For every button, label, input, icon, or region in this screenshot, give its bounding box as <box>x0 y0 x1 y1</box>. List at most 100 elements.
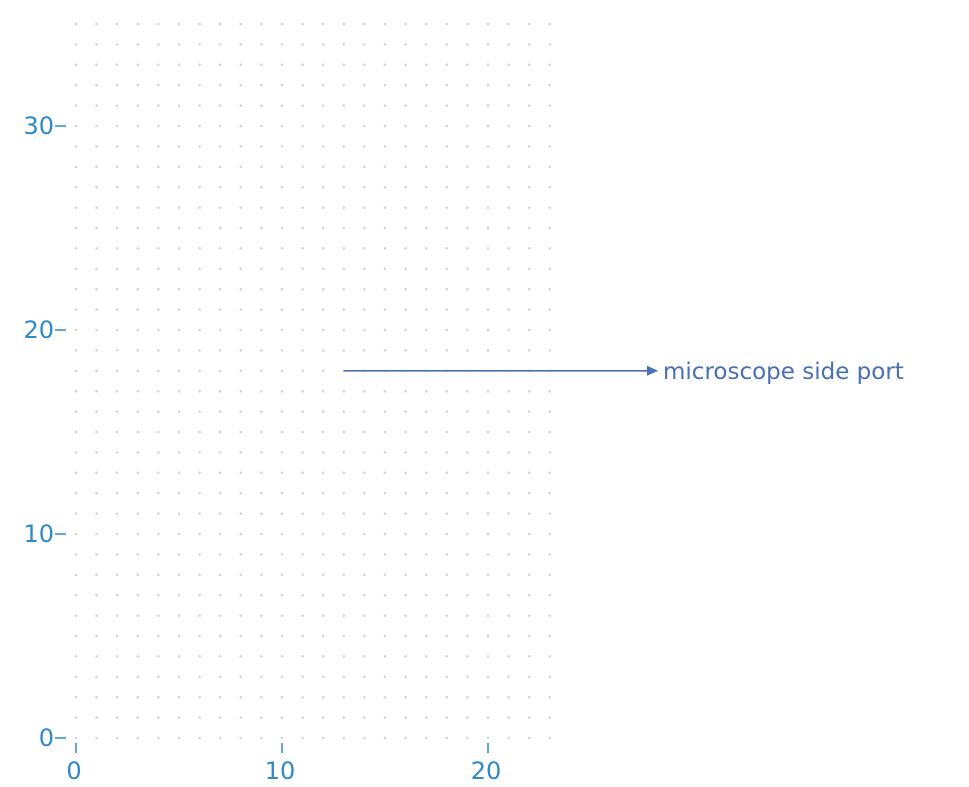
grid-dot <box>239 308 243 311</box>
grid-dot <box>280 22 284 26</box>
grid-dot <box>548 389 552 393</box>
grid-dot <box>404 430 407 434</box>
grid-dot <box>507 43 510 46</box>
grid-dot <box>301 430 304 434</box>
annotation: microscope side port <box>343 359 904 385</box>
grid-dot <box>74 247 78 250</box>
grid-dot <box>260 430 263 434</box>
grid-dot <box>342 553 346 556</box>
grid-dot <box>383 104 387 107</box>
grid-dot <box>218 389 222 393</box>
grid-dot <box>404 512 407 515</box>
grid-dot <box>527 410 531 413</box>
grid-dot <box>363 451 366 454</box>
grid-dot <box>115 267 119 271</box>
grid-dot <box>486 389 490 393</box>
grid-dot <box>115 471 119 475</box>
grid-dot <box>136 206 140 209</box>
grid-dot <box>486 43 490 46</box>
grid-dot <box>218 716 222 719</box>
grid-dot <box>321 83 325 87</box>
grid-dot <box>445 410 449 413</box>
grid-dot <box>280 63 284 67</box>
grid-dot <box>198 328 201 332</box>
grid-dot <box>486 104 490 107</box>
grid-dot <box>383 593 387 597</box>
grid-dot <box>218 328 222 332</box>
grid-dot <box>280 185 284 189</box>
grid-dot <box>404 573 407 577</box>
grid-dot <box>301 83 304 87</box>
grid-dot <box>198 491 201 495</box>
grid-dot <box>548 675 552 679</box>
grid-dot <box>280 675 284 679</box>
grid-dot <box>363 655 366 658</box>
grid-dot <box>74 145 78 148</box>
grid-dot <box>321 328 325 332</box>
grid-dot <box>177 716 181 719</box>
grid-dot <box>486 247 490 250</box>
grid-dot <box>342 634 346 638</box>
grid-dot <box>95 451 98 454</box>
grid-dot <box>260 308 263 311</box>
grid-dot <box>424 512 428 515</box>
grid-dot <box>260 614 263 617</box>
grid-dot <box>507 491 510 495</box>
grid-dot <box>527 206 531 209</box>
grid-dot <box>177 593 181 597</box>
grid-dot <box>301 369 304 373</box>
grid-dot <box>321 532 325 536</box>
grid-dot <box>321 634 325 638</box>
grid-dot <box>95 63 98 67</box>
grid-dot <box>301 451 304 454</box>
grid-dot <box>74 532 78 536</box>
grid-dot <box>486 573 490 577</box>
grid-dot <box>157 430 160 434</box>
grid-dot <box>466 328 469 332</box>
grid-dot <box>507 512 510 515</box>
grid-dot <box>157 247 160 250</box>
grid-dot <box>466 593 469 597</box>
grid-dot <box>301 124 304 128</box>
grid-dot <box>115 532 119 536</box>
grid-dot <box>527 614 531 617</box>
grid-dot <box>280 512 284 515</box>
grid-dot <box>157 328 160 332</box>
grid-dot <box>301 328 304 332</box>
grid-dot <box>280 553 284 556</box>
grid-dot <box>548 491 552 495</box>
grid-dot <box>260 553 263 556</box>
grid-dot <box>424 736 428 740</box>
grid-dot <box>363 43 366 46</box>
grid-dot <box>404 655 407 658</box>
grid-dot <box>424 43 428 46</box>
grid-dot <box>74 634 78 638</box>
grid-dot <box>342 532 346 536</box>
grid-dot <box>363 63 366 67</box>
grid-dot <box>74 185 78 189</box>
grid-dot <box>218 675 222 679</box>
grid-dot <box>486 451 490 454</box>
grid-dot <box>527 349 531 352</box>
grid-dot <box>507 389 510 393</box>
grid-dot <box>301 471 304 475</box>
grid-dot <box>115 22 119 26</box>
grid-dot <box>342 675 346 679</box>
grid-dot <box>177 675 181 679</box>
grid-dot <box>301 389 304 393</box>
grid-dot <box>218 349 222 352</box>
grid-dot <box>342 63 346 67</box>
grid-dot <box>218 491 222 495</box>
grid-dot <box>198 165 201 169</box>
grid-dot <box>548 736 552 740</box>
grid-dot <box>157 532 160 536</box>
grid-dot <box>383 63 387 67</box>
grid-dot <box>527 491 531 495</box>
grid-dot <box>507 553 510 556</box>
grid-dot <box>260 145 263 148</box>
grid-dot <box>486 267 490 271</box>
grid-dot <box>239 43 243 46</box>
grid-dot <box>301 308 304 311</box>
grid-dot <box>486 430 490 434</box>
grid-dot <box>466 206 469 209</box>
